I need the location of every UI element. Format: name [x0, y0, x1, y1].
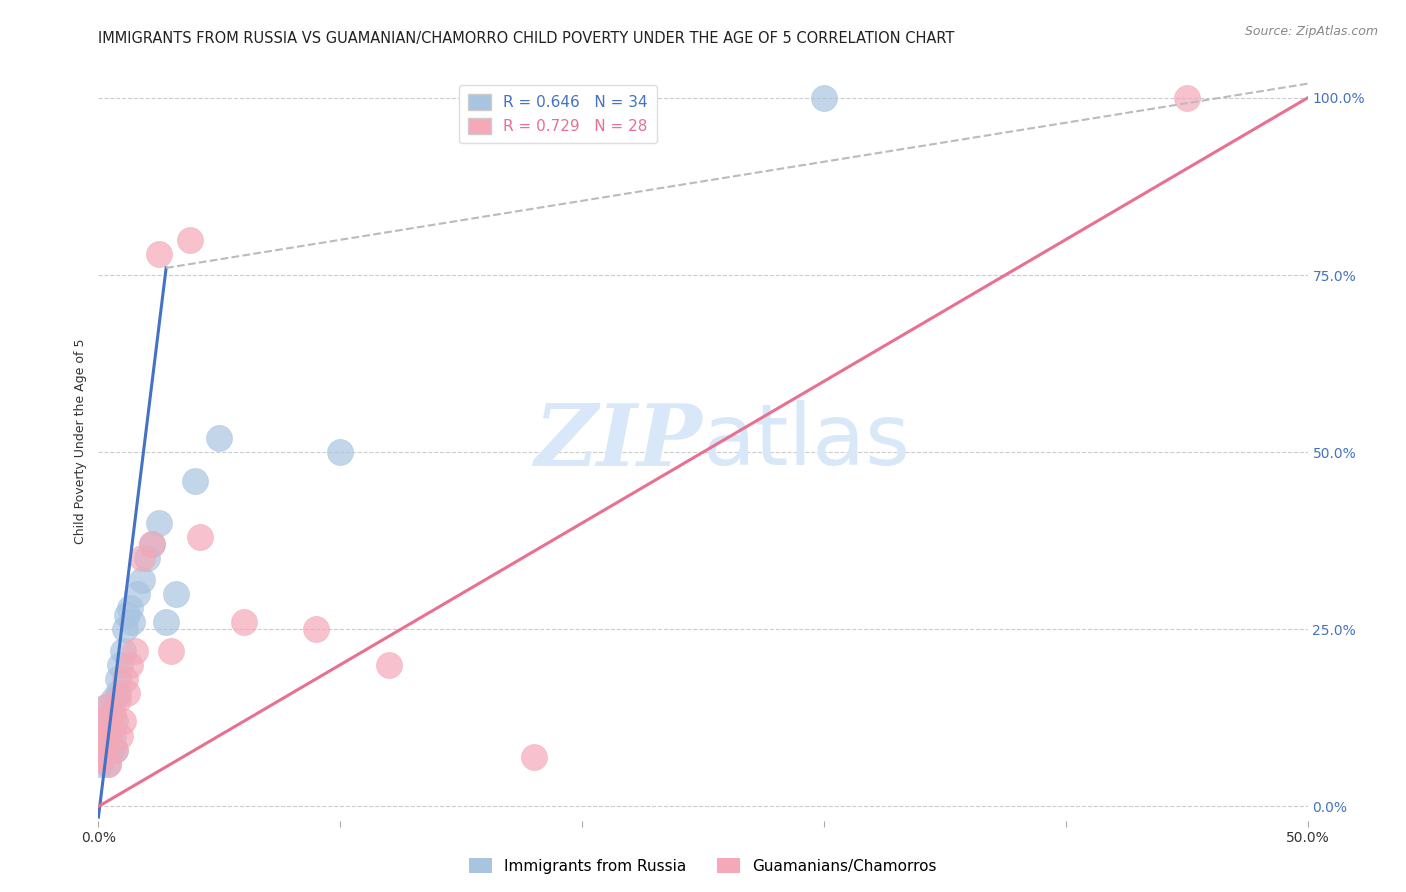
- Text: ZIP: ZIP: [536, 400, 703, 483]
- Text: Source: ZipAtlas.com: Source: ZipAtlas.com: [1244, 25, 1378, 38]
- Point: [329, 445, 352, 459]
- Point: [305, 623, 328, 637]
- Point: [118, 657, 141, 672]
- Point: [97, 756, 120, 771]
- Point: [117, 686, 139, 700]
- Point: [104, 743, 127, 757]
- Point: [141, 537, 163, 551]
- Point: [160, 643, 183, 657]
- Point: [1175, 91, 1198, 105]
- Point: [118, 601, 141, 615]
- Point: [377, 657, 399, 672]
- Point: [89, 756, 111, 771]
- Point: [94, 736, 117, 750]
- Point: [114, 672, 136, 686]
- Point: [141, 537, 163, 551]
- Point: [111, 714, 134, 729]
- Point: [108, 729, 131, 743]
- Point: [104, 714, 127, 729]
- Point: [100, 707, 122, 722]
- Point: [104, 743, 127, 757]
- Point: [90, 743, 112, 757]
- Point: [111, 643, 134, 657]
- Point: [232, 615, 254, 630]
- Point: [97, 722, 120, 736]
- Point: [148, 246, 170, 260]
- Point: [91, 714, 114, 729]
- Point: [813, 91, 835, 105]
- Point: [100, 743, 122, 757]
- Point: [101, 693, 124, 707]
- Point: [107, 672, 129, 686]
- Point: [124, 643, 146, 657]
- Point: [101, 729, 124, 743]
- Point: [94, 700, 117, 714]
- Point: [117, 608, 139, 623]
- Point: [91, 750, 114, 764]
- Point: [89, 743, 111, 757]
- Point: [90, 729, 112, 743]
- Point: [107, 693, 129, 707]
- Text: IMMIGRANTS FROM RUSSIA VS GUAMANIAN/CHAMORRO CHILD POVERTY UNDER THE AGE OF 5 CO: IMMIGRANTS FROM RUSSIA VS GUAMANIAN/CHAM…: [98, 31, 955, 46]
- Point: [127, 587, 149, 601]
- Point: [208, 431, 231, 445]
- Text: atlas: atlas: [703, 400, 911, 483]
- Point: [94, 736, 117, 750]
- Point: [135, 551, 157, 566]
- Point: [179, 233, 201, 247]
- Point: [101, 707, 124, 722]
- Point: [100, 722, 122, 736]
- Point: [523, 750, 546, 764]
- Point: [91, 750, 114, 764]
- Point: [131, 551, 153, 566]
- Point: [188, 530, 211, 544]
- Point: [91, 729, 114, 743]
- Point: [97, 756, 120, 771]
- Point: [165, 587, 187, 601]
- Point: [94, 700, 117, 714]
- Legend: R = 0.646   N = 34, R = 0.729   N = 28: R = 0.646 N = 34, R = 0.729 N = 28: [458, 86, 657, 144]
- Point: [108, 657, 131, 672]
- Point: [91, 714, 114, 729]
- Point: [114, 623, 136, 637]
- Point: [121, 615, 143, 630]
- Point: [131, 573, 153, 587]
- Y-axis label: Child Poverty Under the Age of 5: Child Poverty Under the Age of 5: [75, 339, 87, 544]
- Point: [148, 516, 170, 530]
- Point: [184, 474, 207, 488]
- Legend: Immigrants from Russia, Guamanians/Chamorros: Immigrants from Russia, Guamanians/Chamo…: [463, 852, 943, 880]
- Point: [107, 686, 129, 700]
- Point: [155, 615, 177, 630]
